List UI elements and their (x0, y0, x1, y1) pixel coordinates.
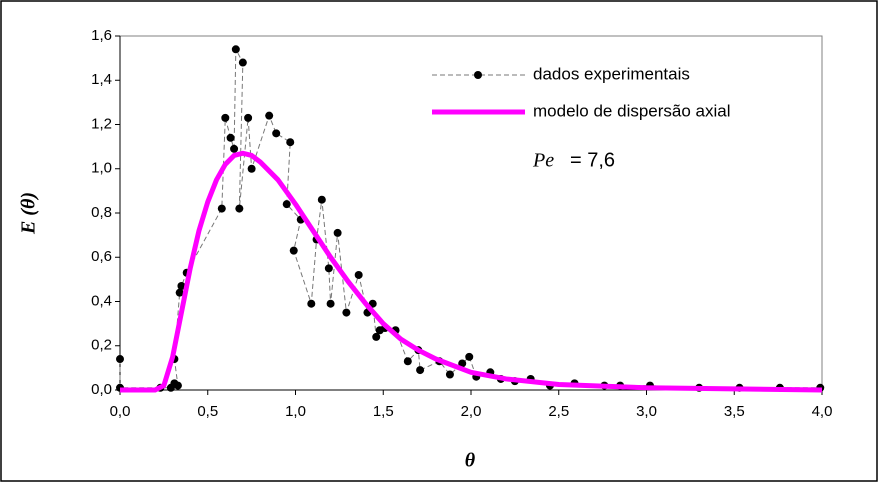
data-point (226, 133, 235, 142)
y-tick-label: 0,2 (91, 337, 112, 354)
legend-swatch (474, 71, 482, 79)
y-tick-label: 1,0 (91, 160, 112, 177)
data-point (217, 204, 226, 213)
x-tick-label: 1,5 (373, 403, 394, 420)
x-tick-label: 0,5 (197, 403, 218, 420)
y-tick-label: 0,0 (91, 381, 112, 398)
data-point (238, 58, 247, 67)
data-point (289, 246, 298, 255)
y-tick-label: 1,2 (91, 115, 112, 132)
y-tick-label: 1,6 (91, 27, 112, 44)
data-point (458, 359, 467, 368)
data-point (307, 299, 316, 308)
data-point (326, 299, 335, 308)
y-tick-label: 0,4 (91, 292, 112, 309)
x-tick-label: 4,0 (812, 403, 833, 420)
data-point (247, 164, 256, 173)
plot-area (119, 35, 823, 391)
data-point (445, 370, 454, 379)
data-point (265, 111, 274, 120)
data-point (416, 366, 425, 375)
data-point (173, 381, 182, 390)
data-point (235, 204, 244, 213)
data-point (403, 357, 412, 366)
model-line (120, 150, 823, 393)
data-point (231, 45, 240, 54)
x-tick-label: 2,5 (548, 403, 569, 420)
y-axis-title: E (θ) (18, 192, 40, 235)
x-tick-label: 2,0 (461, 403, 482, 420)
data-point (221, 113, 230, 122)
y-tick-label: 0,6 (91, 248, 112, 265)
data-point (342, 308, 351, 317)
data-point (286, 138, 295, 147)
data-point (324, 264, 333, 273)
data-point (272, 129, 281, 138)
data-point (372, 332, 381, 341)
data-point (230, 144, 239, 153)
data-point (333, 228, 342, 237)
y-tick-label: 1,4 (91, 71, 112, 88)
annotation: Pe (532, 150, 554, 172)
x-tick-label: 1,0 (285, 403, 306, 420)
legend-label: modelo de dispersão axial (533, 101, 731, 120)
data-point (317, 195, 326, 204)
data-point (465, 352, 474, 361)
x-tick-label: 3,5 (724, 403, 745, 420)
y-tick-label: 0,8 (91, 204, 112, 221)
x-axis-title: θ (465, 450, 476, 472)
data-point (116, 355, 124, 364)
x-tick-label: 0,0 (110, 403, 131, 420)
annotation: = 7,6 (570, 149, 615, 171)
data-point (175, 288, 184, 297)
data-point (177, 282, 186, 291)
x-tick-label: 3,0 (636, 403, 657, 420)
data-point (354, 270, 363, 279)
data-point (282, 200, 291, 209)
data-point (244, 113, 253, 122)
legend-label: dados experimentais (533, 64, 690, 83)
